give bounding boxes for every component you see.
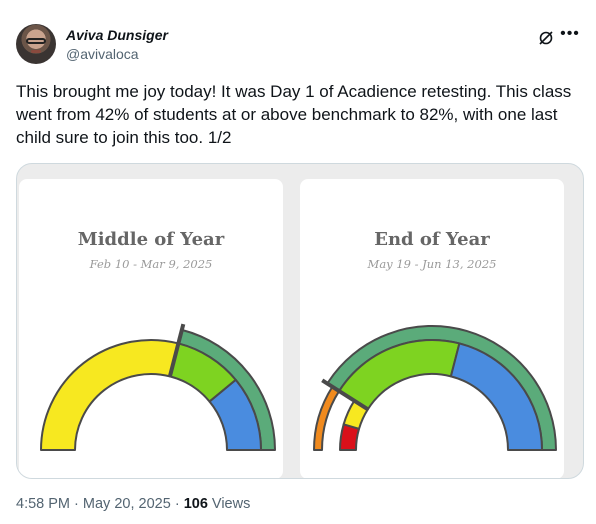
author-display-name[interactable]: Aviva Dunsiger bbox=[66, 27, 168, 43]
gauge-chart-end-of-year bbox=[313, 325, 557, 451]
chart-card-middle-of-year: Middle of Year Feb 10 - Mar 9, 2025 bbox=[19, 179, 283, 478]
chart-title: Middle of Year bbox=[77, 229, 225, 250]
separator: · bbox=[174, 496, 180, 512]
views-count: 106 bbox=[183, 496, 208, 512]
separator: · bbox=[74, 496, 79, 512]
avatar-mouth bbox=[31, 50, 41, 53]
tweet-metadata: 4:58 PM · May 20, 2025 · 106 Views bbox=[16, 496, 250, 512]
gauge-slice-blue bbox=[449, 342, 543, 451]
tweet-time[interactable]: 4:58 PM bbox=[16, 496, 70, 512]
tweet-image[interactable]: Middle of Year Feb 10 - Mar 9, 2025 End … bbox=[16, 163, 584, 479]
avatar[interactable] bbox=[16, 24, 56, 64]
gauge-slice-yellow bbox=[40, 339, 180, 451]
chart-dates: Feb 10 - Mar 9, 2025 bbox=[89, 257, 213, 271]
chart-dates: May 19 - Jun 13, 2025 bbox=[367, 257, 497, 271]
gauge-benchmark-divider bbox=[167, 323, 186, 377]
grok-icon[interactable] bbox=[538, 30, 554, 46]
chart-card-end-of-year: End of Year May 19 - Jun 13, 2025 bbox=[300, 179, 564, 478]
gauge-slice-blue bbox=[208, 378, 262, 451]
author-handle[interactable]: @avivaloca bbox=[66, 46, 139, 62]
chart-title: End of Year bbox=[374, 229, 490, 250]
gauge-benchmark-divider bbox=[321, 378, 369, 411]
gauge-outer-band-orange bbox=[313, 385, 341, 451]
avatar-glasses bbox=[26, 38, 46, 44]
more-options-icon[interactable]: ••• bbox=[560, 25, 580, 42]
gauge-chart-middle-of-year bbox=[40, 323, 276, 451]
tweet-date[interactable]: May 20, 2025 bbox=[82, 496, 171, 512]
tweet-header: Aviva Dunsiger @avivaloca ••• bbox=[16, 22, 584, 66]
tweet-text: This brought me joy today! It was Day 1 … bbox=[16, 82, 572, 147]
views-label: Views bbox=[211, 496, 251, 512]
